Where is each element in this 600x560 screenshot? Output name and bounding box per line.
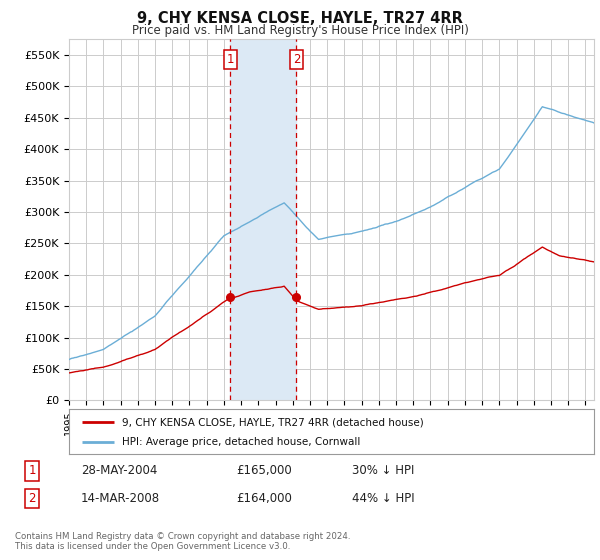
Text: 14-MAR-2008: 14-MAR-2008 xyxy=(81,492,160,505)
Bar xyxy=(230,39,296,400)
Text: 2: 2 xyxy=(28,492,36,505)
Text: 1: 1 xyxy=(28,464,36,478)
Text: £164,000: £164,000 xyxy=(236,492,293,505)
Text: HPI: Average price, detached house, Cornwall: HPI: Average price, detached house, Corn… xyxy=(121,437,360,447)
Text: 30% ↓ HPI: 30% ↓ HPI xyxy=(352,464,414,478)
Text: 28-MAY-2004: 28-MAY-2004 xyxy=(81,464,157,478)
Text: £165,000: £165,000 xyxy=(236,464,292,478)
Text: 1: 1 xyxy=(227,53,234,66)
Text: 2: 2 xyxy=(293,53,300,66)
Text: 9, CHY KENSA CLOSE, HAYLE, TR27 4RR (detached house): 9, CHY KENSA CLOSE, HAYLE, TR27 4RR (det… xyxy=(121,417,423,427)
Text: Contains HM Land Registry data © Crown copyright and database right 2024.
This d: Contains HM Land Registry data © Crown c… xyxy=(15,532,350,552)
Text: 9, CHY KENSA CLOSE, HAYLE, TR27 4RR: 9, CHY KENSA CLOSE, HAYLE, TR27 4RR xyxy=(137,11,463,26)
Text: Price paid vs. HM Land Registry's House Price Index (HPI): Price paid vs. HM Land Registry's House … xyxy=(131,24,469,36)
Text: 44% ↓ HPI: 44% ↓ HPI xyxy=(352,492,415,505)
